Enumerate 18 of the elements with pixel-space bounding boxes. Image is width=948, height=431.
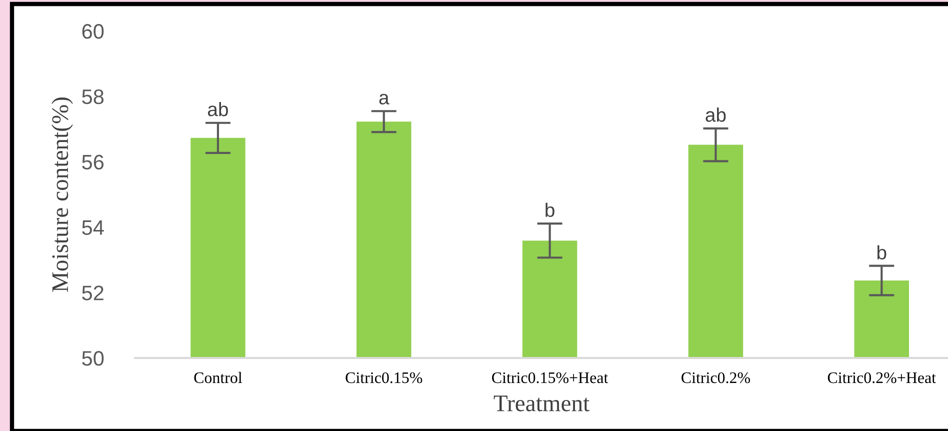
y-tick-label: 60 bbox=[82, 24, 104, 39]
y-tick-label: 54 bbox=[82, 220, 104, 235]
annotation: b bbox=[546, 202, 554, 217]
y-tick-label: 56 bbox=[82, 154, 104, 170]
x-tick-label: Control bbox=[194, 372, 242, 384]
annotation: ab bbox=[208, 102, 228, 116]
y-tick-label: 50 bbox=[82, 351, 104, 366]
annotation: b bbox=[877, 245, 886, 260]
y-tick-label: 52 bbox=[82, 286, 104, 300]
x-tick-label: Citric0.15%+Heat bbox=[492, 372, 608, 384]
y-axis-title: Moisture content(%) bbox=[52, 98, 73, 292]
x-axis-title: Treatment bbox=[494, 396, 590, 412]
annotation: a bbox=[379, 94, 390, 104]
annotation: ab bbox=[706, 108, 726, 122]
x-tick-label: Citric0.2% bbox=[682, 372, 750, 384]
y-tick-label: 58 bbox=[82, 89, 104, 104]
x-tick-label: Citric0.2%+Heat bbox=[828, 372, 936, 384]
x-tick-label: Citric0.15% bbox=[346, 372, 422, 384]
